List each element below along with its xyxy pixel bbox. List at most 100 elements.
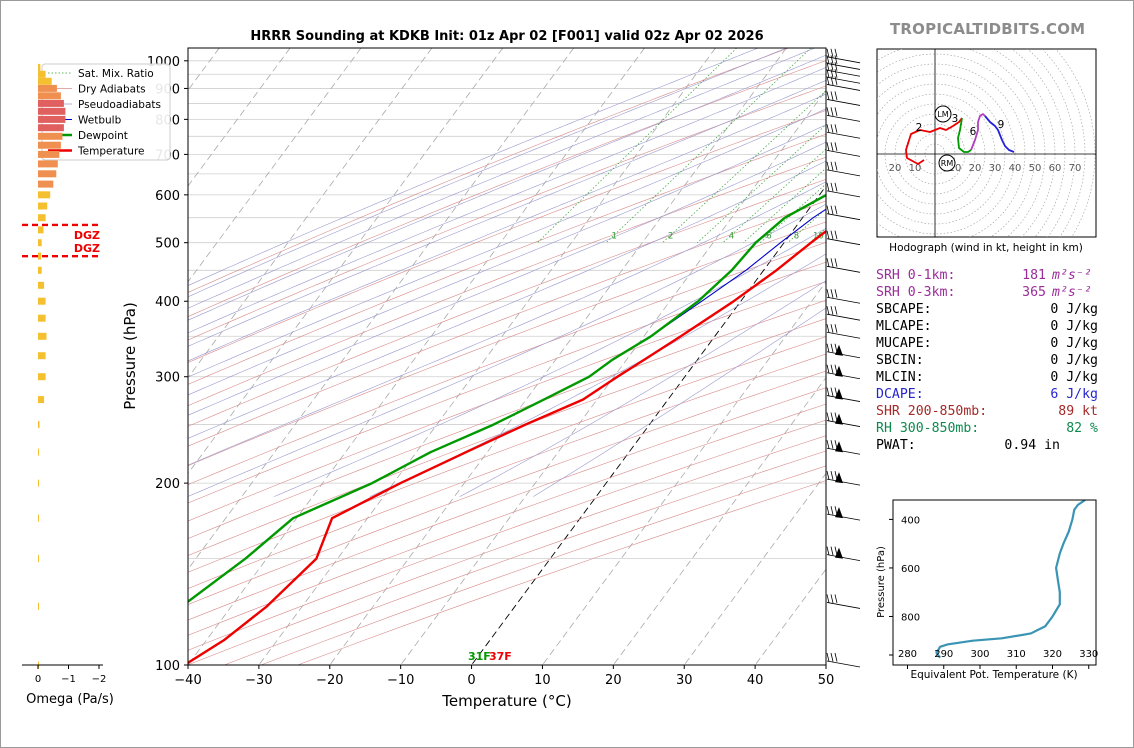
wind-barb <box>826 205 861 221</box>
wind-barb <box>826 652 861 668</box>
mixing-ratio-label: 8 <box>794 232 799 242</box>
index-row: SBCAPE: 0 J/kg <box>876 302 1126 319</box>
wind-barb-staff <box>826 99 861 106</box>
wind-barb-staff <box>826 296 861 304</box>
omega-bar <box>38 602 39 610</box>
mixing-ratio-line <box>722 148 826 243</box>
wind-barb-feather <box>834 546 838 556</box>
dgz-bottom-label: DGZ <box>74 229 100 242</box>
mixing-ratio-line <box>857 48 1083 243</box>
wind-barb <box>826 161 861 177</box>
y-tick-label: 100 <box>155 659 180 674</box>
wind-barb-feather <box>834 230 838 240</box>
dewpoint-profile <box>188 193 826 604</box>
omega-bar <box>38 170 57 178</box>
x-tick-label: −40 <box>174 673 201 688</box>
omega-bar <box>38 352 46 360</box>
theta-e-x-tick-label: 320 <box>1043 649 1062 660</box>
wind-barb <box>826 546 861 561</box>
mixing-ratio-line <box>836 48 1060 243</box>
index-row: MLCAPE: 0 J/kg <box>876 319 1126 336</box>
wind-barb-feather <box>826 107 830 116</box>
hodograph-ring-label: 10 <box>909 163 922 174</box>
wind-barb-feather <box>834 324 838 333</box>
wind-barb-staff <box>826 190 861 198</box>
wind-barb-feather <box>834 55 838 65</box>
wind-barb-feather <box>834 471 838 480</box>
y-tick-label: 200 <box>155 477 180 492</box>
omega-bar <box>38 160 58 168</box>
wind-barb-feather <box>834 306 838 315</box>
wind-barb-feather <box>830 506 834 515</box>
index-label: SBCIN: <box>876 353 924 368</box>
wind-barb-flag <box>835 547 843 559</box>
wind-barb-feather <box>826 652 830 662</box>
wind-barb-feather <box>830 161 834 171</box>
wind-barbs <box>826 48 861 668</box>
wind-barb-flag <box>835 472 843 484</box>
mixing-ratio-line <box>662 90 826 243</box>
omega-bar <box>38 77 52 85</box>
dry-adiabat <box>188 156 826 407</box>
pseudoadiabat <box>188 93 826 362</box>
wind-barb-feather <box>826 364 830 374</box>
omega-bar <box>38 180 54 188</box>
hodograph-ring-label: 60 <box>1049 163 1062 174</box>
hodograph-height-label: 2 <box>916 122 923 134</box>
x-tick-label: −20 <box>316 673 343 688</box>
wind-barb-feather <box>826 506 830 515</box>
storm-motion-marker <box>938 154 956 172</box>
wind-barb-feather <box>830 594 834 604</box>
theta-e-y-tick-label: 800 <box>901 612 920 623</box>
pseudoadiabat <box>188 108 826 378</box>
theta-e-frame <box>892 499 1097 666</box>
hodograph-height-label: 1 <box>867 121 874 133</box>
index-unit: m²s⁻² <box>1052 268 1092 283</box>
wetbulb-profile <box>650 208 826 337</box>
pseudoadiabat <box>188 48 787 298</box>
wind-barb <box>826 324 861 339</box>
wind-barb-staff <box>826 63 861 70</box>
wind-barb-feather <box>834 62 838 71</box>
mixing-ratio-line <box>605 48 812 243</box>
theta-e-x-tick-label: 310 <box>1007 649 1026 660</box>
wind-barb-feather <box>834 364 838 374</box>
wind-barb-feather <box>830 91 834 101</box>
mixing-ratio-label: 4 <box>729 232 734 242</box>
legend-item-label: Temperature <box>77 146 145 158</box>
index-row: MUCAPE: 0 J/kg <box>876 336 1126 353</box>
wind-barb-staff <box>826 602 861 609</box>
omega-tick-label: −2 <box>92 674 107 685</box>
wind-barb-feather <box>834 107 838 116</box>
mixing-ratio-line <box>537 48 737 243</box>
hodograph-ring-label: 30 <box>989 163 1002 174</box>
omega-x-label: Omega (Pa/s) <box>26 692 114 707</box>
theta-e-x-label: Equivalent Pot. Temperature (K) <box>910 669 1077 681</box>
pseudoadiabat <box>188 141 826 416</box>
wind-barb-staff <box>826 513 861 521</box>
omega-bar <box>38 92 61 100</box>
theta-e-y-tick-label: 600 <box>901 564 920 575</box>
wind-barb-staff <box>826 56 861 64</box>
dry-adiabat <box>188 221 826 467</box>
mixing-ratio-line <box>924 48 1134 243</box>
wind-barb-feather <box>830 343 834 353</box>
dry-adiabat <box>188 387 826 621</box>
isotherm <box>542 281 826 665</box>
wind-barb-feather <box>834 161 838 171</box>
wind-barb-feather <box>826 124 830 133</box>
omega-bar <box>38 252 42 260</box>
index-value: 0.94 in <box>1004 438 1060 453</box>
wind-barb-feather <box>826 471 830 480</box>
wind-barb-staff <box>826 372 861 380</box>
wind-barb <box>826 76 861 91</box>
theta-e-x-tick-label: 330 <box>1079 649 1098 660</box>
index-value: 365 <box>1022 285 1046 300</box>
wind-barb-feather <box>830 205 834 215</box>
wind-barb <box>826 258 861 273</box>
omega-bar <box>38 555 39 563</box>
wind-barb <box>826 412 861 427</box>
index-row: PWAT: 0.94 in <box>876 438 1126 455</box>
omega-bar <box>38 70 46 78</box>
